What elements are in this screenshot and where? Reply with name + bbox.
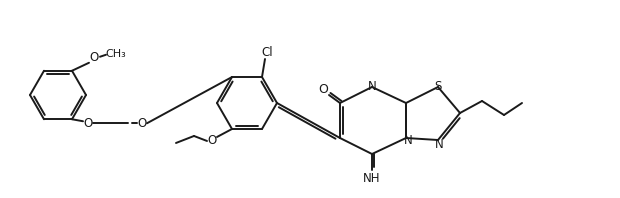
Text: N: N xyxy=(435,137,443,150)
Text: O: O xyxy=(318,83,328,95)
Text: N: N xyxy=(404,134,412,148)
Text: Cl: Cl xyxy=(261,46,273,59)
Text: NH: NH xyxy=(363,171,381,185)
Text: O: O xyxy=(138,117,146,130)
Text: N: N xyxy=(368,80,376,92)
Text: O: O xyxy=(83,117,92,130)
Text: O: O xyxy=(207,134,216,148)
Text: S: S xyxy=(435,80,441,92)
Text: O: O xyxy=(89,51,99,64)
Text: CH₃: CH₃ xyxy=(105,49,126,59)
